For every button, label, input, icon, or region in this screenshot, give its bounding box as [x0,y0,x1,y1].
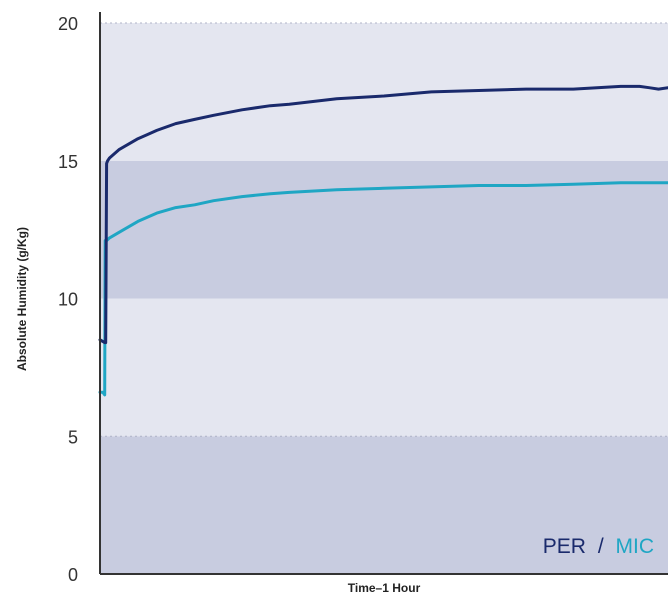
y-tick-0: 0 [68,565,78,585]
axes [99,12,668,575]
y-tick-5: 5 [68,427,78,447]
y-tick-15: 15 [58,152,78,172]
series-line-per [98,84,668,345]
y-tick-20: 20 [58,14,78,34]
y-axis-label: Absolute Humidity (g/Kg) [15,227,29,371]
legend: PER / MIC [543,535,654,558]
series-lines [98,84,668,397]
y-tick-10: 10 [58,290,78,310]
band-3 [100,23,668,161]
legend-per: PER [543,535,586,558]
y-tick-labels: 0 5 10 15 20 [58,14,78,585]
band-0 [100,436,668,574]
legend-separator: / [598,535,604,558]
band-1 [100,298,668,437]
background-bands [100,23,668,574]
legend-mic: MIC [616,535,655,558]
band-2 [100,160,668,299]
x-axis-label: Time–1 Hour [348,581,421,595]
